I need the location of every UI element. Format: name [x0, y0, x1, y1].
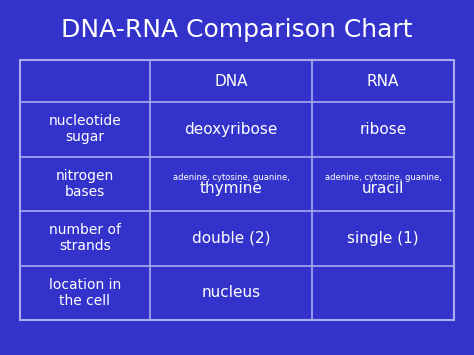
Text: nitrogen
bases: nitrogen bases [56, 169, 114, 199]
Text: ribose: ribose [359, 122, 407, 137]
Text: DNA-RNA Comparison Chart: DNA-RNA Comparison Chart [61, 18, 413, 42]
Text: nucleotide
sugar: nucleotide sugar [49, 114, 121, 144]
Text: nucleus: nucleus [201, 285, 261, 300]
Text: DNA: DNA [214, 73, 248, 88]
Text: thymine: thymine [200, 181, 263, 196]
Bar [20, 60, 454, 320]
Text: RNA: RNA [367, 73, 399, 88]
Text: uracil: uracil [362, 181, 404, 196]
Text: deoxyribose: deoxyribose [184, 122, 278, 137]
Text: adenine, cytosine, guanine,: adenine, cytosine, guanine, [173, 173, 290, 182]
Text: single (1): single (1) [347, 231, 419, 246]
Text: number of
strands: number of strands [49, 223, 121, 253]
Text: double (2): double (2) [192, 231, 270, 246]
Text: location in
the cell: location in the cell [49, 278, 121, 308]
Text: adenine, cytosine, guanine,: adenine, cytosine, guanine, [325, 173, 441, 182]
